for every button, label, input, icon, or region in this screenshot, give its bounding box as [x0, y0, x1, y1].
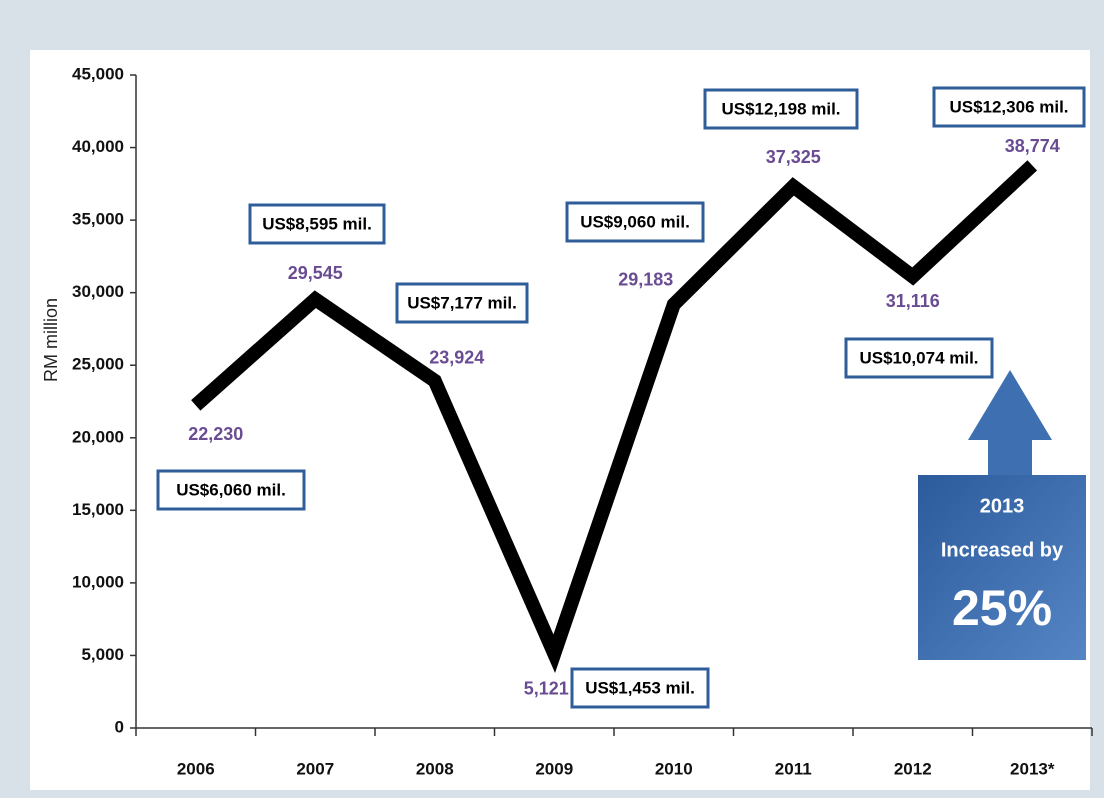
x-tick-label: 2006 — [177, 759, 215, 778]
callout-text: Increased by — [941, 539, 1064, 561]
annotation: US$10,074 mil. — [859, 348, 978, 367]
annotation-box — [703, 88, 859, 130]
annotation-box — [248, 203, 386, 245]
annotation-box — [844, 337, 994, 379]
annotation-box — [395, 282, 529, 324]
data-label: 29,545 — [288, 263, 343, 283]
annotation: US$1,453 mil. — [585, 678, 695, 697]
y-tick-label: 45,000 — [72, 64, 124, 83]
x-tick-label: 2008 — [416, 759, 454, 778]
data-line — [191, 160, 1038, 673]
x-tick-label: 2009 — [535, 759, 573, 778]
annotation: US$8,595 mil. — [262, 214, 372, 233]
x-tick-label: 2007 — [296, 759, 334, 778]
y-tick-label: 40,000 — [72, 137, 124, 156]
callout-box — [918, 475, 1086, 660]
annotation: US$12,306 mil. — [949, 97, 1068, 116]
data-label: 29,183 — [618, 269, 673, 289]
y-tick-label: 0 — [115, 717, 124, 736]
x-tick-label: 2013* — [1010, 759, 1055, 778]
x-tick-label: 2011 — [775, 759, 812, 778]
data-label: 22,230 — [188, 424, 243, 444]
data-label: 23,924 — [429, 348, 484, 368]
annotation: US$6,060 mil. — [176, 480, 286, 499]
y-axis-label: RM million — [41, 298, 61, 382]
callout-text: 2013 — [980, 495, 1025, 517]
y-tick-label: 5,000 — [81, 645, 124, 664]
annotation: US$9,060 mil. — [580, 212, 690, 231]
annotation-box — [932, 86, 1086, 128]
y-tick-label: 20,000 — [72, 427, 124, 446]
annotation-box — [565, 201, 705, 243]
y-tick-label: 30,000 — [72, 282, 124, 301]
data-label: 5,121 — [524, 678, 569, 698]
data-label: 37,325 — [766, 147, 821, 167]
x-tick-label: 2012 — [894, 759, 932, 778]
annotation: US$12,198 mil. — [721, 99, 840, 118]
callout-arrow — [968, 370, 1052, 478]
callout-text: 25% — [952, 580, 1052, 636]
y-tick-label: 15,000 — [72, 500, 124, 519]
annotation-box — [570, 667, 710, 709]
x-tick-label: 2010 — [655, 759, 693, 778]
data-label: 31,116 — [886, 291, 940, 311]
data-label: 38,774 — [1005, 136, 1060, 156]
plot-background — [30, 50, 1090, 790]
annotation-box — [156, 469, 306, 511]
y-tick-label: 25,000 — [72, 355, 124, 374]
y-tick-label: 35,000 — [72, 210, 124, 229]
annotation: US$7,177 mil. — [407, 293, 517, 312]
y-tick-label: 10,000 — [72, 572, 124, 591]
